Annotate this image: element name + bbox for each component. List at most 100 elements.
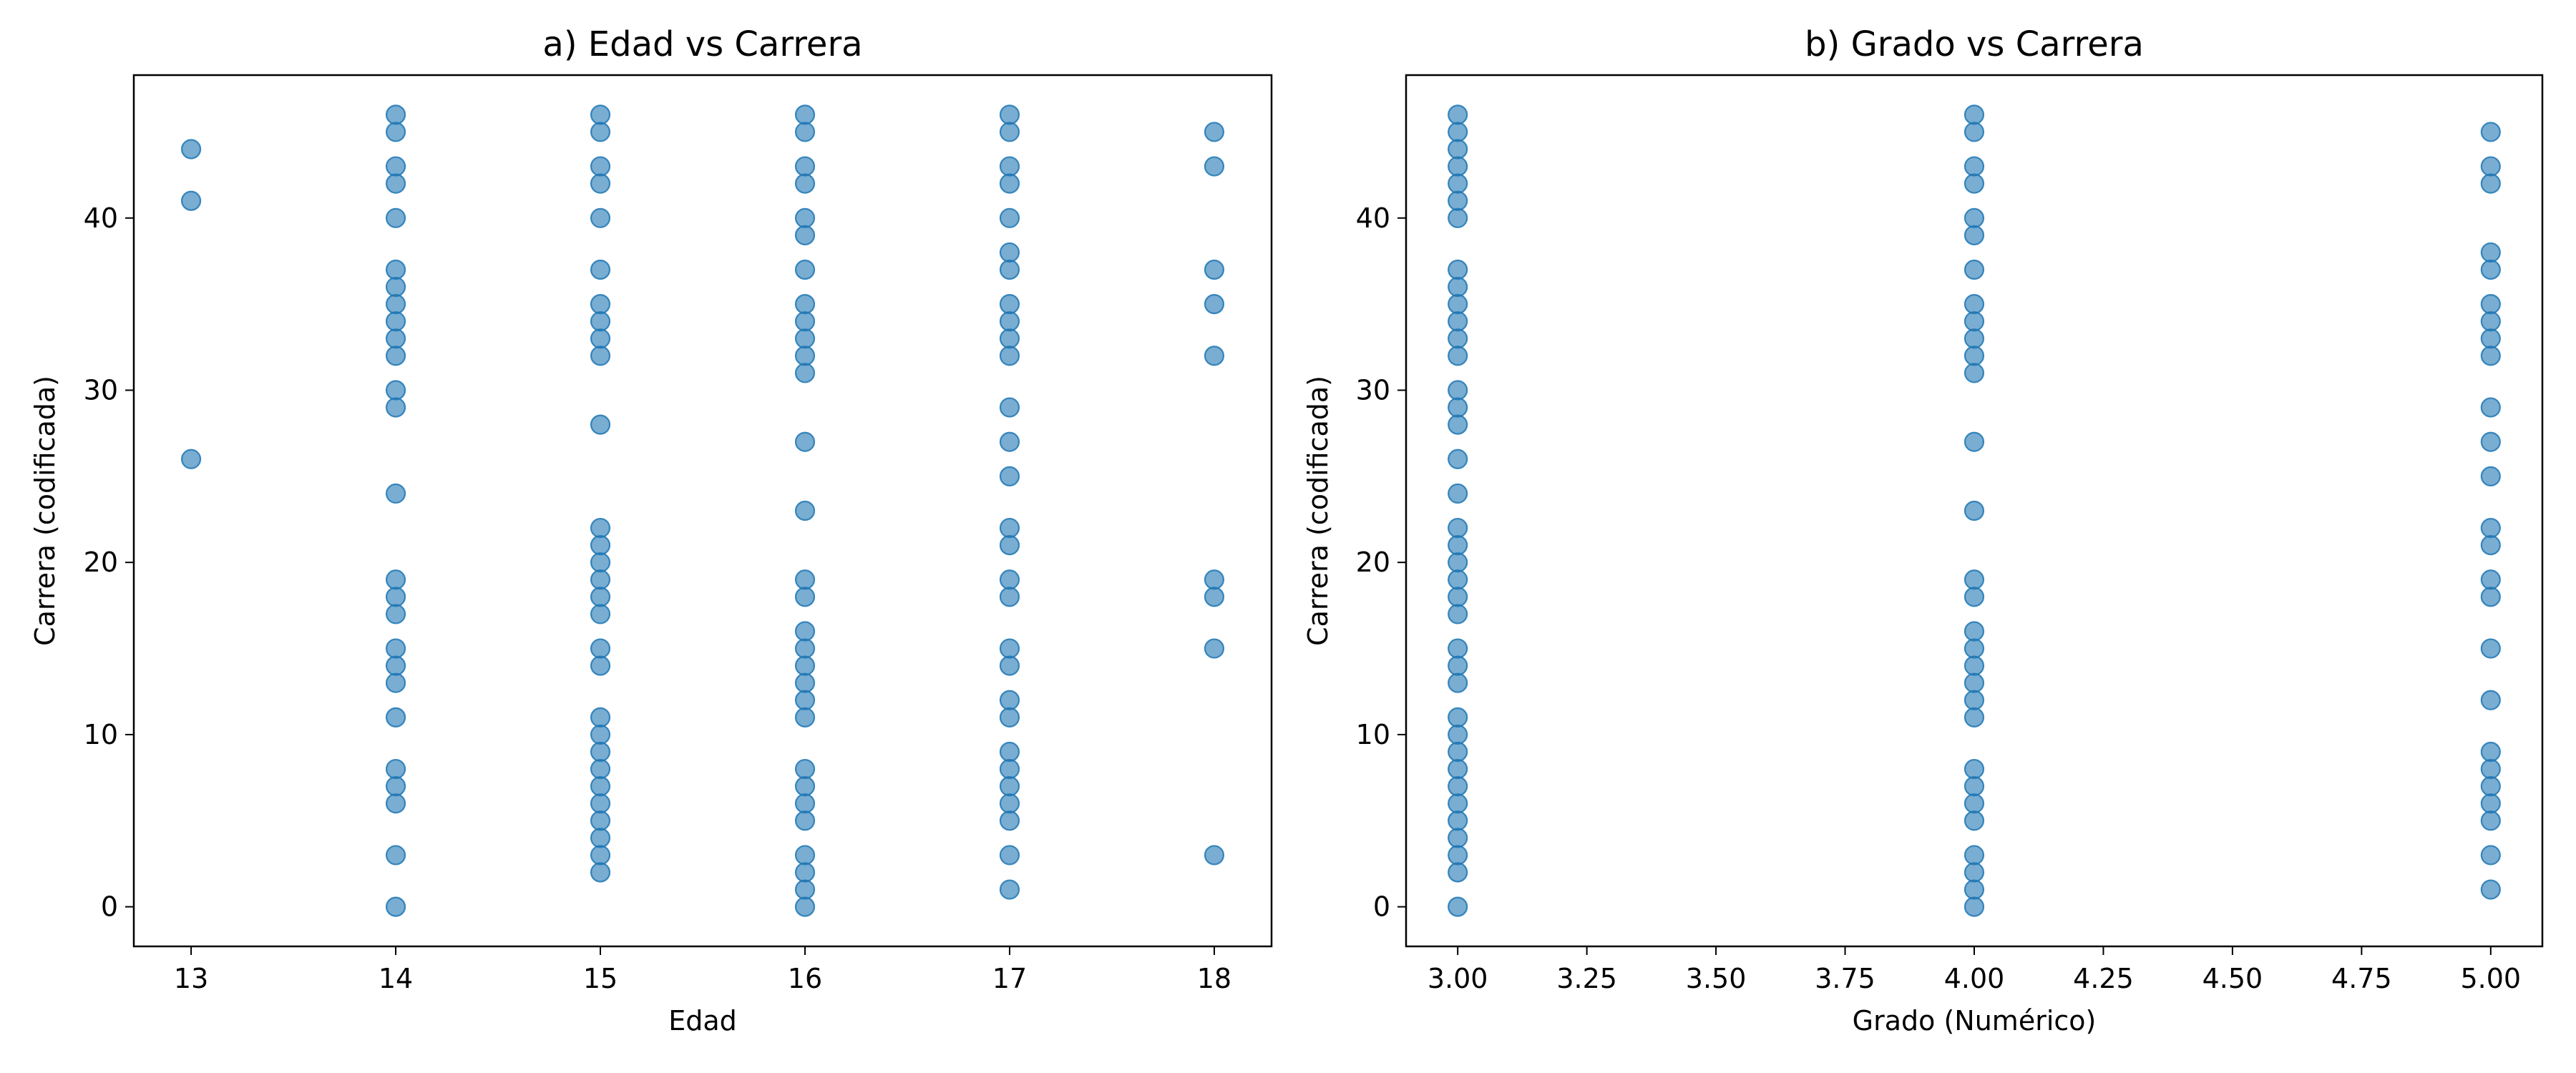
scatter-point: [385, 758, 406, 780]
scatter-point: [999, 638, 1020, 659]
scatter-point: [1448, 276, 1468, 298]
y-tick-label: 20: [84, 547, 118, 578]
scatter-point: [590, 604, 611, 624]
scatter-point: [1204, 156, 1225, 177]
scatter-point: [1204, 346, 1225, 366]
y-tick-label: 30: [84, 375, 118, 406]
scatter-point: [2480, 535, 2501, 556]
y-tick-label: 10: [84, 719, 118, 750]
scatter-point: [385, 776, 406, 797]
scatter-point: [794, 621, 816, 642]
scatter-point: [590, 758, 611, 780]
y-tick-label: 40: [1356, 202, 1390, 234]
scatter-point: [2480, 346, 2501, 366]
scatter-point: [999, 845, 1020, 866]
scatter-point: [385, 122, 406, 142]
scatter-point: [999, 122, 1020, 142]
scatter-point: [180, 190, 202, 211]
scatter-point: [1448, 896, 1468, 917]
scatter-point: [2480, 758, 2501, 780]
scatter-point: [2480, 328, 2501, 349]
scatter-point: [999, 294, 1020, 315]
scatter-point: [1448, 190, 1468, 211]
x-tick-label: 4.00: [1944, 963, 2005, 994]
scatter-point: [590, 104, 611, 125]
scatter-point: [590, 707, 611, 727]
scatter-point: [999, 690, 1020, 710]
scatter-point: [385, 173, 406, 194]
scatter-point: [1448, 638, 1468, 659]
scatter-point: [999, 793, 1020, 814]
scatter-point: [1204, 294, 1225, 315]
scatter-point: [1963, 311, 1985, 332]
scatter-point: [1963, 346, 1985, 366]
scatter-point: [794, 896, 816, 917]
scatter-point: [180, 139, 202, 160]
scatter-point: [385, 276, 406, 298]
scatter-point: [794, 259, 816, 280]
scatter-point: [2480, 587, 2501, 607]
scatter-point: [590, 122, 611, 142]
scatter-point: [1963, 638, 1985, 659]
scatter-point: [1448, 758, 1468, 780]
scatter-point: [590, 776, 611, 797]
scatter-point: [385, 483, 406, 504]
scatter-point: [1204, 587, 1225, 607]
scatter-point: [590, 552, 611, 573]
scatter-point: [590, 845, 611, 866]
scatter-point: [385, 397, 406, 418]
scatter-point: [1963, 655, 1985, 676]
x-tick-label: 18: [1197, 963, 1231, 994]
scatter-point: [1963, 363, 1985, 383]
scatter-point: [794, 294, 816, 315]
scatter-point: [1963, 776, 1985, 797]
scatter-point: [590, 862, 611, 883]
scatter-point: [794, 707, 816, 727]
scatter-point: [2480, 517, 2501, 539]
scatter-point: [999, 311, 1020, 332]
scatter-point: [999, 242, 1020, 263]
scatter-point: [794, 346, 816, 366]
scatter-point: [590, 414, 611, 435]
scatter-point: [999, 517, 1020, 539]
scatter-point: [999, 207, 1020, 228]
scatter-point: [385, 655, 406, 676]
scatter-point: [1963, 259, 1985, 280]
scatter-point: [1448, 156, 1468, 177]
scatter-point: [1963, 707, 1985, 727]
scatter-point: [385, 587, 406, 607]
scatter-point: [1963, 122, 1985, 142]
scatter-point: [999, 397, 1020, 418]
scatter-point: [1204, 259, 1225, 280]
x-tick-label: 14: [379, 963, 413, 994]
x-tick-label: 3.00: [1428, 963, 1488, 994]
scatter-point: [1448, 259, 1468, 280]
scatter-point: [590, 328, 611, 349]
scatter-point: [2480, 569, 2501, 590]
scatter-point: [1448, 552, 1468, 573]
panel-b-xlabel: Grado (Numérico): [1853, 1005, 2097, 1037]
scatter-point: [999, 741, 1020, 763]
scatter-point: [2480, 397, 2501, 418]
scatter-point: [1448, 173, 1468, 194]
scatter-point: [1448, 397, 1468, 418]
scatter-point: [794, 638, 816, 659]
scatter-point: [999, 535, 1020, 556]
scatter-point: [999, 173, 1020, 194]
x-tick-label: 4.75: [2331, 963, 2392, 994]
scatter-point: [1448, 139, 1468, 160]
scatter-point: [999, 259, 1020, 280]
scatter-point: [1963, 294, 1985, 315]
scatter-point: [1448, 724, 1468, 745]
scatter-point: [2480, 242, 2501, 263]
scatter-point: [1448, 672, 1468, 693]
panel-b-title: b) Grado vs Carrera: [1805, 24, 2144, 64]
scatter-point: [1963, 569, 1985, 590]
scatter-point: [1204, 122, 1225, 142]
scatter-point: [794, 810, 816, 831]
panel-a-title: a) Edad vs Carrera: [542, 24, 862, 64]
scatter-point: [590, 724, 611, 745]
panel-a: a) Edad vs Carrera 13 14 15 16 17 18 0 10 20 30 40…: [29, 24, 1273, 1037]
scatter-point: [1963, 810, 1985, 831]
